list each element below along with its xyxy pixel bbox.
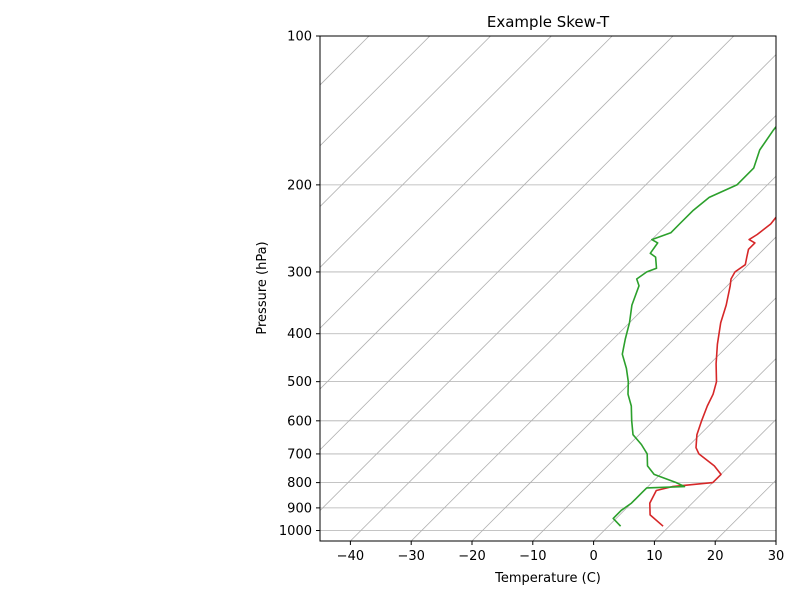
isotherm-line [654,418,776,541]
pressure-gridlines [320,35,776,531]
y-axis-label: Pressure (hPa) [255,241,270,334]
x-axis-label: Temperature (C) [494,571,601,586]
isotherm-line [0,36,187,541]
isotherm-line [320,36,431,147]
isotherm-line [350,114,776,541]
y-tick-label: 200 [287,178,312,193]
x-tick-label: 0 [589,549,597,564]
y-tick-label: 1000 [279,524,312,539]
isotherm-line [320,36,491,208]
x-tick-label: −10 [519,549,546,564]
x-tick-label: −40 [337,549,364,564]
y-tick-label: 500 [287,375,312,390]
isotherm-line [320,36,735,451]
isotherm-line [320,54,776,512]
y-tick-label: 100 [287,30,312,45]
y-tick-label: 400 [287,327,312,342]
plot-frame [319,35,777,542]
isotherm-line [320,36,674,390]
y-tick-label: 900 [287,501,312,516]
isotherm-line [532,297,776,541]
series-line-0 [648,215,776,527]
isotherm-line [320,36,370,86]
y-tick-label: 300 [287,265,312,280]
isotherm-line [471,236,776,541]
x-tick-label: 10 [646,549,663,564]
isotherm-line [593,358,776,541]
isotherm-line [0,36,126,541]
chart-title: Example Skew-T [487,13,610,31]
x-tick-label: −30 [397,549,424,564]
x-tick-label: −20 [458,549,485,564]
y-tick-label: 600 [287,414,312,429]
series-line-1 [612,125,776,527]
x-tick-label: 30 [768,549,785,564]
y-tick-label: 800 [287,476,312,491]
isotherm-line [320,36,552,268]
isotherm-line [775,540,776,541]
y-tick-label: 700 [287,447,312,462]
y-axis-ticks: 100 200 300 400 500 600 700 800 900 1000 [279,30,320,539]
series-layer [612,125,776,527]
isotherm-line [320,36,613,329]
isotherm-line [0,36,247,541]
x-axis-ticks: −40 −30 −20 −10 0 10 20 30 [337,541,785,564]
isotherm-gridlines [0,36,776,541]
x-tick-label: 20 [707,549,724,564]
isotherm-line [410,175,776,541]
isotherm-line [714,479,776,541]
